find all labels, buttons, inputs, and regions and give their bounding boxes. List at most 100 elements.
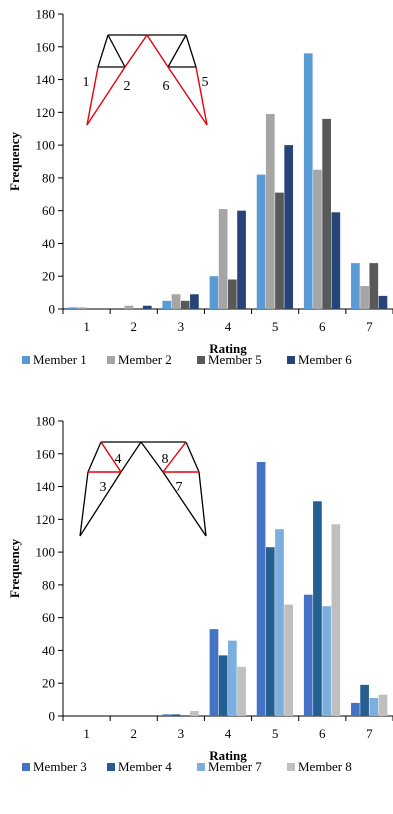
bar-member-3-rating-7 — [351, 702, 360, 716]
bar-member-7-rating-5 — [275, 529, 284, 716]
legend-swatch — [107, 356, 115, 364]
truss-member — [162, 441, 187, 473]
y-tick-label: 60 — [42, 203, 55, 218]
truss-member — [140, 441, 164, 473]
bar-member-4-rating-5 — [265, 547, 275, 716]
bar-member-2-rating-2 — [124, 305, 134, 309]
truss-member — [87, 441, 102, 473]
y-tick-label: 180 — [36, 414, 56, 429]
truss-member — [79, 471, 89, 537]
truss-member — [167, 34, 187, 68]
bar-member-1-rating-6 — [303, 53, 313, 310]
truss-diagram: 1 2 6 5 — [83, 34, 209, 126]
legend-label: Member 6 — [298, 352, 352, 367]
y-tick-label: 0 — [49, 709, 56, 724]
bar-member-1-rating-7 — [351, 263, 360, 309]
x-tick-label: 6 — [319, 319, 326, 334]
chart-top-members-1-2-5-6: 0 20 40 60 80 100 120 140 160 180 1 2 3 4 5 6 7 Rating Fre… — [7, 7, 393, 367]
bar-member-2-rating-6 — [313, 169, 322, 309]
truss-member — [120, 441, 142, 473]
bar-member-6-rating-6 — [331, 212, 341, 309]
bar-member-5-rating-5 — [275, 192, 284, 309]
y-tick-label: 180 — [36, 7, 56, 22]
legend-label: Member 4 — [118, 759, 172, 774]
bar-member-8-rating-7 — [378, 694, 388, 716]
x-tick-label: 2 — [130, 726, 137, 741]
legend-swatch — [287, 356, 295, 364]
legend-label: Member 7 — [208, 759, 262, 774]
truss-member — [86, 66, 126, 126]
bar-member-2-rating-7 — [360, 286, 369, 309]
truss-member — [97, 34, 109, 68]
y-tick-label: 140 — [36, 479, 56, 494]
truss-member — [185, 34, 197, 68]
x-tick-label: 4 — [225, 726, 232, 741]
legend-swatch — [197, 763, 205, 771]
x-tick-label: 1 — [83, 726, 90, 741]
y-tick-label: 60 — [42, 610, 55, 625]
bar-member-4-rating-6 — [313, 501, 322, 716]
truss-member — [146, 34, 169, 68]
y-tick-label: 120 — [36, 105, 56, 120]
bar-member-1-rating-1 — [68, 307, 77, 309]
member-label-2: 2 — [124, 79, 131, 94]
legend-label: Member 5 — [208, 352, 262, 367]
y-tick-label: 20 — [42, 676, 55, 691]
x-tick-label: 1 — [83, 319, 90, 334]
truss-member — [107, 34, 126, 68]
x-axis-title: Rating — [209, 748, 247, 763]
x-tick-label: 7 — [366, 726, 373, 741]
member-label-1: 1 — [83, 75, 90, 90]
bar-member-2-rating-5 — [265, 113, 275, 309]
bar-member-5-rating-4 — [228, 279, 237, 309]
truss-member — [167, 66, 208, 126]
legend-swatch — [287, 763, 295, 771]
bar-member-1-rating-5 — [256, 174, 266, 309]
legend-label: Member 2 — [118, 352, 172, 367]
truss-member — [100, 441, 122, 473]
x-tick-label: 7 — [366, 319, 373, 334]
bar-member-8-rating-3 — [190, 711, 199, 716]
legend-swatch — [22, 356, 30, 364]
member-label-8: 8 — [162, 452, 169, 467]
x-tick-label: 5 — [272, 319, 279, 334]
x-axis-title: Rating — [209, 341, 247, 356]
y-tick-label: 160 — [36, 39, 56, 54]
x-tick-label: 3 — [178, 726, 185, 741]
truss-member — [162, 471, 207, 537]
y-tick-label: 120 — [36, 512, 56, 527]
bar-member-3-rating-4 — [209, 629, 219, 716]
truss-member — [198, 471, 207, 537]
legend-label: Member 8 — [298, 759, 352, 774]
bar-member-5-rating-7 — [369, 263, 379, 309]
legend-swatch — [22, 763, 30, 771]
bar-member-7-rating-7 — [369, 697, 379, 716]
bar-member-6-rating-5 — [284, 145, 294, 309]
y-tick-label: 80 — [42, 170, 55, 185]
bar-member-4-rating-4 — [218, 655, 228, 716]
legend-swatch — [197, 356, 205, 364]
y-tick-label: 100 — [36, 545, 56, 560]
legend-swatch — [107, 763, 115, 771]
y-axis-title: Frequency — [7, 132, 22, 191]
member-label-7: 7 — [176, 480, 183, 495]
y-tick-label: 40 — [42, 643, 55, 658]
bar-member-5-rating-6 — [322, 118, 331, 309]
y-tick-label: 140 — [36, 72, 56, 87]
truss-member — [124, 34, 148, 68]
bar-member-8-rating-4 — [237, 666, 246, 716]
truss-member — [79, 471, 122, 537]
legend-label: Member 1 — [33, 352, 87, 367]
bar-member-2-rating-4 — [218, 209, 228, 309]
bar-member-3-rating-3 — [162, 714, 172, 716]
member-label-4: 4 — [115, 452, 122, 467]
truss-member — [195, 66, 208, 126]
legend-label: Member 3 — [33, 759, 87, 774]
bar-member-8-rating-5 — [284, 604, 294, 716]
member-label-3: 3 — [100, 480, 107, 495]
bar-member-4-rating-3 — [171, 714, 181, 716]
x-tick-label: 2 — [130, 319, 137, 334]
bar-member-6-rating-2 — [142, 305, 152, 309]
bar-member-6-rating-4 — [237, 210, 246, 309]
